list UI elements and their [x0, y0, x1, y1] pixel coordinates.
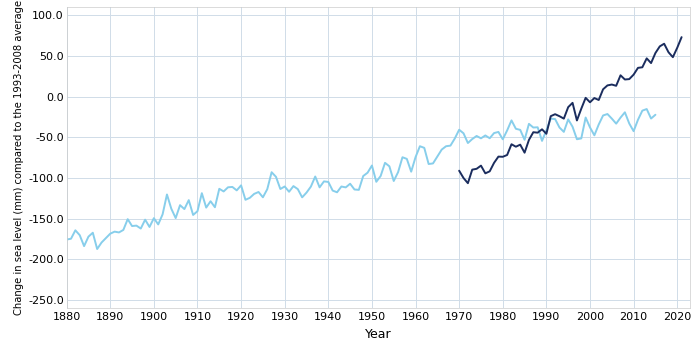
Y-axis label: Change in sea level (mm) compared to the 1993-2008 average: Change in sea level (mm) compared to the… [14, 0, 24, 315]
X-axis label: Year: Year [365, 328, 392, 341]
